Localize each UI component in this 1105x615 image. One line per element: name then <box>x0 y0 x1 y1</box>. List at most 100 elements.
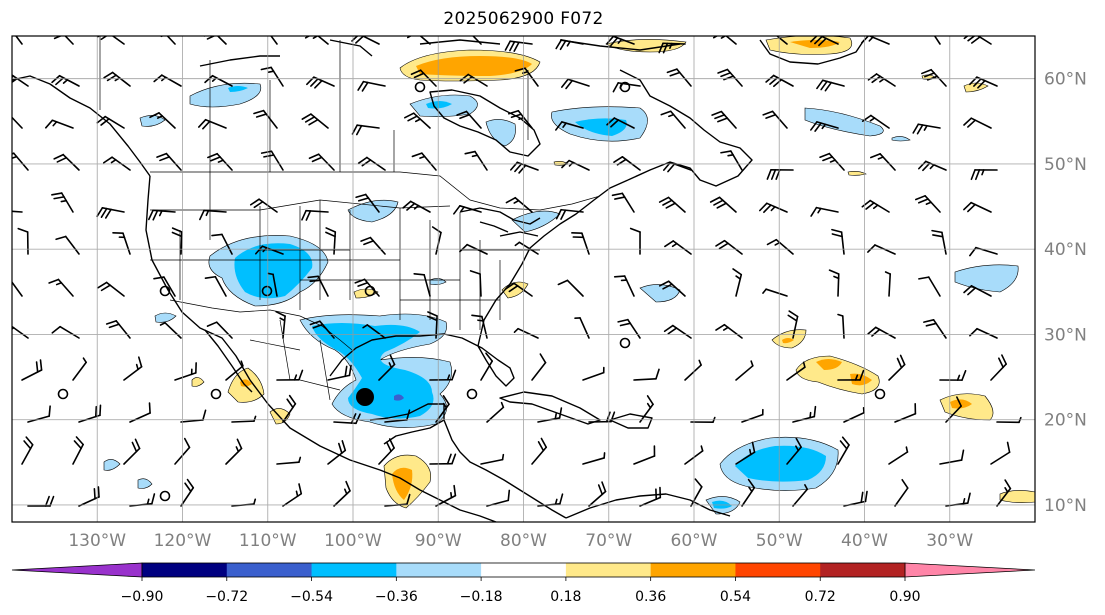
wind-barb <box>819 152 845 171</box>
wind-barb <box>759 202 788 214</box>
wind-barb <box>915 195 941 213</box>
open-circle-marker <box>159 490 171 502</box>
lon-label: 100°W <box>324 531 382 551</box>
wind-barb <box>160 36 176 45</box>
wind-barb <box>411 152 437 171</box>
wind-barb <box>990 354 1007 381</box>
lat-label: 10°N <box>1044 496 1087 516</box>
wind-barb <box>402 200 431 213</box>
lon-label: 50°W <box>756 531 803 551</box>
wind-barb <box>531 437 548 465</box>
wind-barb <box>378 354 396 381</box>
colorbar: −0.90 −0.72 −0.54 −0.36 −0.18 0.18 0.36 0.54 0.7… <box>11 562 1036 605</box>
lon-label: 40°W <box>841 531 888 551</box>
wind-barb <box>153 276 176 297</box>
wind-barb <box>963 117 992 129</box>
wind-barb <box>327 364 352 381</box>
wind-barb <box>253 109 278 129</box>
wind-barb <box>684 359 702 381</box>
wind-barb <box>611 192 635 213</box>
coastline-greenland <box>759 39 865 65</box>
wind-barb <box>44 119 74 129</box>
wind-barb <box>711 110 737 129</box>
wind-barb <box>990 441 1011 465</box>
colorbar-tick-label: −0.18 <box>460 589 503 605</box>
lon-label: 80°W <box>500 531 547 551</box>
wind-barb <box>888 446 909 465</box>
wind-barb <box>48 278 74 297</box>
open-circle-marker <box>874 388 886 400</box>
wind-barb <box>741 408 764 423</box>
lon-label: 90°W <box>415 531 462 551</box>
open-circle-marker <box>210 388 222 400</box>
wind-barb <box>325 227 337 255</box>
lat-label: 50°N <box>1044 155 1087 175</box>
wind-barb <box>810 206 839 217</box>
open-circle-marker <box>261 285 273 297</box>
wind-barb <box>260 66 284 87</box>
wind-barb <box>837 436 850 465</box>
wind-barb <box>970 169 998 181</box>
map-area <box>12 36 1035 522</box>
contour-pos-mid-central-america <box>392 467 413 500</box>
contour-pos-mid-hudson-north <box>416 56 532 76</box>
colorbar-tick-label: 0.90 <box>889 589 920 605</box>
contour-neg-low-carolina <box>511 210 561 233</box>
wind-barb <box>21 436 34 465</box>
wind-barb <box>112 231 131 255</box>
contour-pos-low-small-ne <box>847 171 867 176</box>
wind-barb <box>963 36 992 45</box>
wind-barb <box>51 192 74 213</box>
wind-barb <box>735 360 754 381</box>
wind-barb <box>963 201 992 213</box>
wind-barb <box>198 118 227 130</box>
wind-barb <box>571 232 590 255</box>
contour-neg-mid-texas-gulf <box>312 323 434 419</box>
wind-barb <box>404 112 431 129</box>
contour-neg-low-mex-pacific <box>154 312 177 323</box>
wind-barb <box>884 271 892 297</box>
colorbar-box <box>311 563 397 577</box>
colorbar-tick-label: 0.54 <box>720 589 751 605</box>
wind-barb <box>555 208 584 220</box>
storm-markers <box>57 81 886 502</box>
wind-barb <box>464 150 488 171</box>
wind-barb <box>658 42 686 54</box>
wind-barb <box>21 359 43 381</box>
political-borders <box>99 36 601 401</box>
wind-barb <box>159 322 182 339</box>
colorbar-tick-label: 0.72 <box>805 589 836 605</box>
contour-pos-low-atlantic-14n <box>999 490 1035 503</box>
wind-barb <box>301 209 329 221</box>
border-canada-provinces <box>209 40 529 172</box>
wind-barb <box>588 481 607 507</box>
wind-barb <box>123 438 141 465</box>
wind-barb <box>333 413 361 425</box>
lon-label: 110°W <box>239 531 297 551</box>
wind-barb <box>828 269 840 297</box>
wind-barb <box>810 36 839 47</box>
wind-barb <box>123 356 143 381</box>
wind-barb <box>923 319 947 339</box>
lat-label: 20°N <box>1044 411 1087 431</box>
wind-barb <box>513 327 539 339</box>
wind-barb <box>666 68 692 87</box>
wind-barb <box>453 205 482 215</box>
wind-barb <box>456 110 482 129</box>
lat-label: 60°N <box>1044 70 1087 90</box>
wind-barb <box>555 121 584 131</box>
wind-barb <box>633 445 656 465</box>
wind-barb <box>308 153 335 171</box>
wind-barb <box>282 483 303 507</box>
wind-barb <box>276 456 302 465</box>
contour-neg-low-hudson-bay <box>485 119 516 147</box>
wind-barb <box>931 229 947 255</box>
wind-barb <box>469 270 482 297</box>
wind-barb <box>658 196 686 213</box>
contour-neg-mid-labrador <box>575 118 627 136</box>
wind-barb <box>148 209 176 221</box>
gridlines <box>12 36 1035 522</box>
wind-barb <box>664 240 692 255</box>
contour-neg-low-greenland-s <box>891 136 911 142</box>
